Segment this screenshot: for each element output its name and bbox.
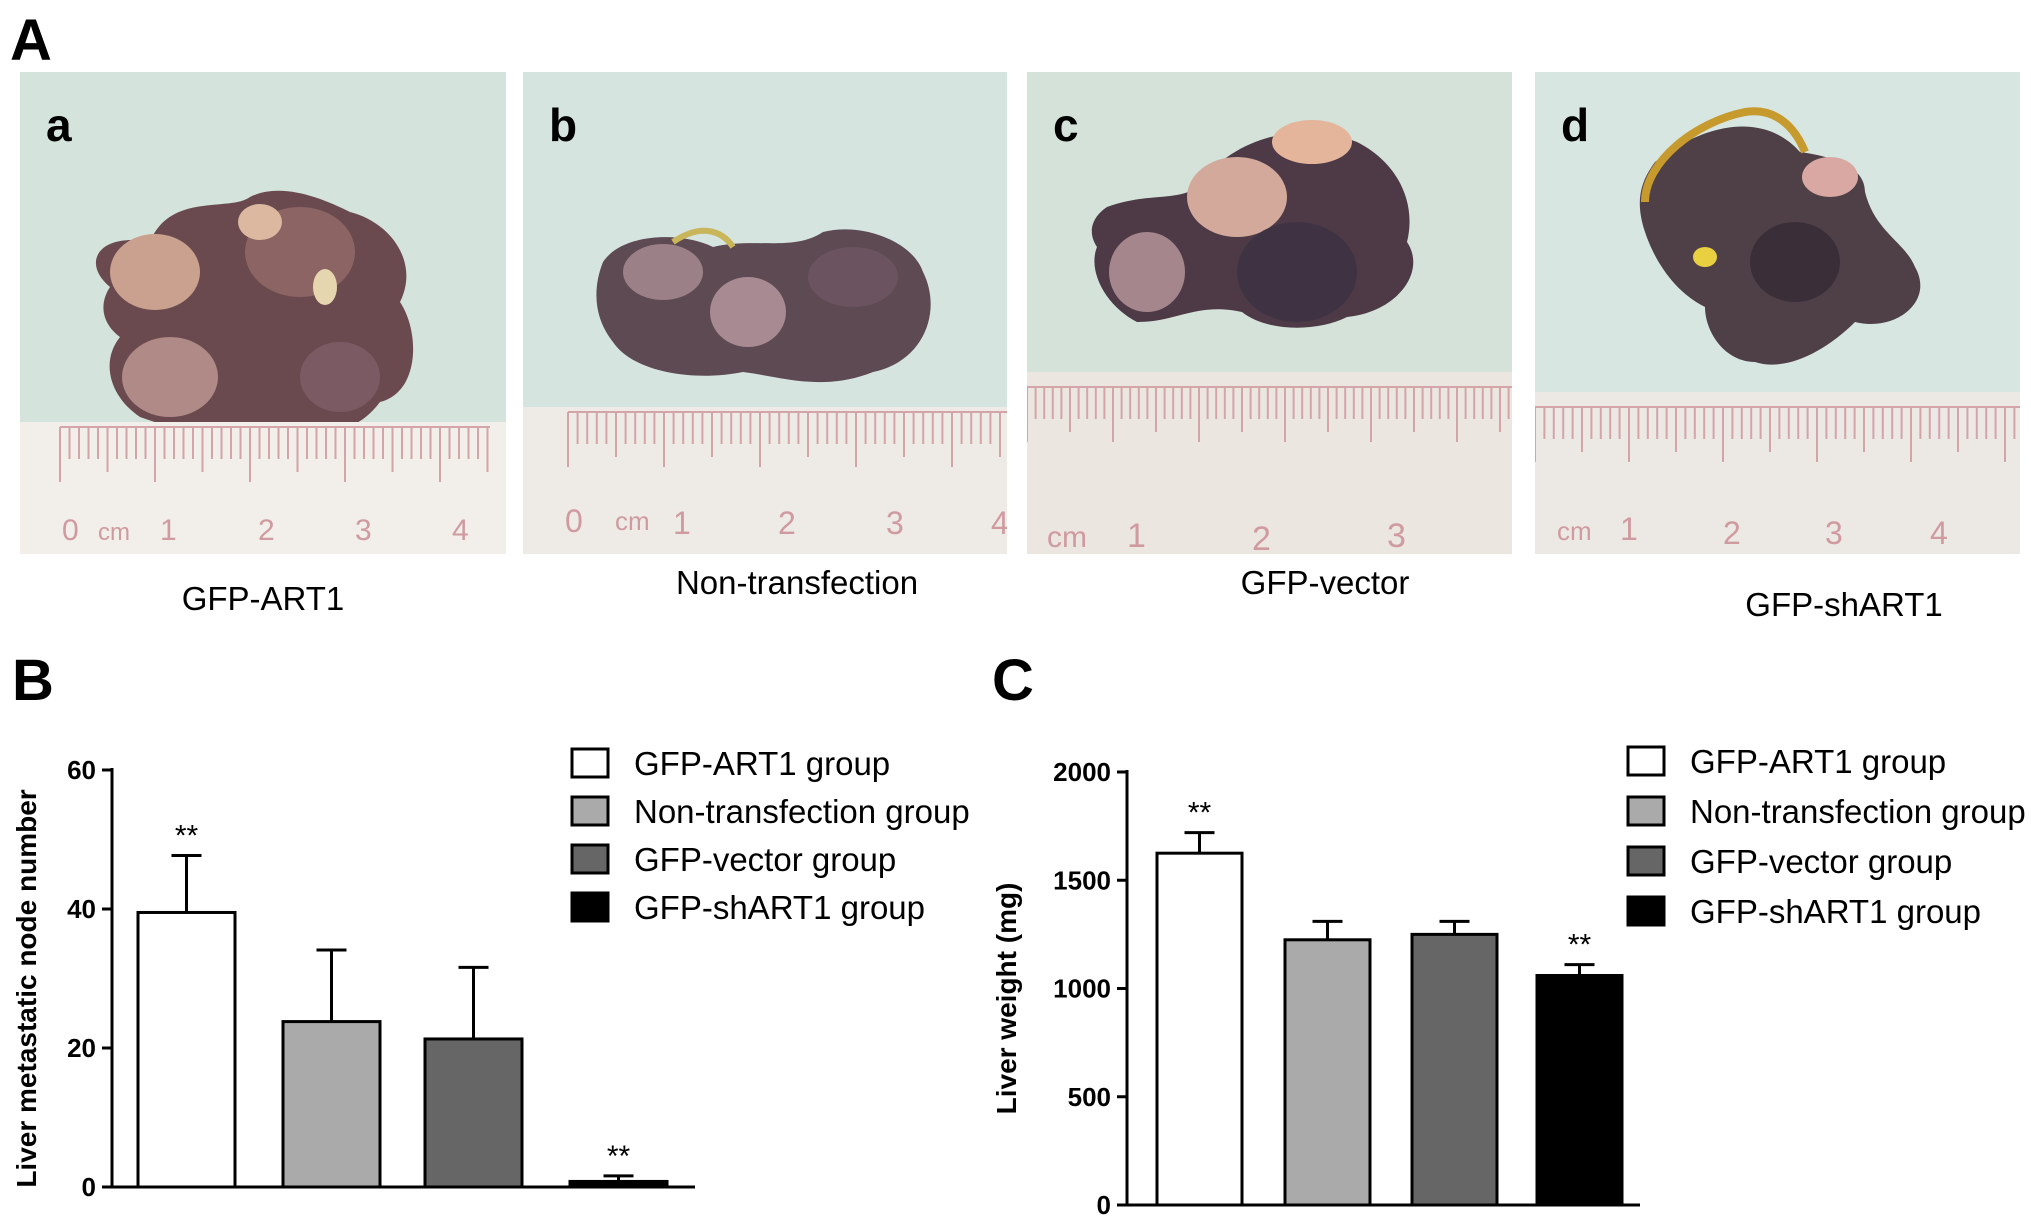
ruler-number: 2: [1723, 515, 1741, 551]
ruler-number: 3: [355, 514, 372, 547]
legend-swatch: [1626, 895, 1666, 927]
ruler-ticks: [1027, 386, 1512, 442]
ruler-number: 1: [1620, 511, 1638, 547]
liver-photo-b: 0 cm 1 2 3 4 b: [523, 72, 1007, 554]
ruler-number: 3: [1387, 517, 1406, 554]
ruler-number: 0: [565, 503, 583, 539]
y-tick-label: 500: [1068, 1082, 1111, 1112]
bar-1: [1155, 851, 1244, 1207]
legend-swatch: [570, 891, 610, 923]
photo-caption-d: GFP-shART1: [1745, 586, 1943, 623]
ruler-unit: cm: [1047, 521, 1087, 554]
legend-swatch: [1626, 745, 1666, 777]
panel-label-a: A: [10, 8, 52, 73]
ruler-number: 1: [1127, 517, 1146, 554]
ruler-unit: cm: [615, 506, 650, 536]
photo-caption-b: Non-transfection: [675, 564, 919, 601]
y-tick-label: 0: [82, 1172, 96, 1202]
bar-4: [568, 1179, 669, 1189]
liver-photo-d: cm 1 2 3 4 d: [1535, 72, 2020, 554]
legend-swatch: [1626, 845, 1666, 877]
significance-marker: **: [607, 1140, 631, 1173]
panel-label-c: C: [992, 648, 1034, 713]
legend-label: GFP-shART1 group: [634, 889, 925, 926]
ruler-unit: cm: [1557, 516, 1592, 546]
ruler-number: 0: [62, 514, 79, 547]
legend-label: Non-transfection group: [1690, 793, 2026, 830]
liver-photo-d-image: cm 1 2 3 4: [1535, 72, 2020, 554]
bar-3: [1410, 932, 1499, 1207]
legend-label: GFP-ART1 group: [1690, 743, 1946, 780]
significance-marker: **: [1188, 797, 1212, 830]
photo-letter-c: c: [1053, 99, 1079, 151]
bar-2: [1283, 938, 1372, 1207]
ruler-number: 2: [778, 505, 796, 541]
photo-letter-a: a: [46, 99, 72, 151]
bar-1: [136, 910, 237, 1189]
liver-photo-c: cm 1 2 3 c: [1027, 72, 1512, 554]
liver-photo-a-image: 0 cm 1 2 3 4: [20, 72, 506, 554]
photo-letter-d: d: [1561, 99, 1590, 151]
liver-weight-bar-chart: 0 500 1000 1500 2000 Liver weight (mg) ** ** GFP…: [991, 743, 2026, 1220]
liver-photo-a: 0 cm 1 2 3 4 a: [20, 72, 506, 554]
photo-caption-a: GFP-ART1: [181, 580, 345, 617]
ruler-number: 1: [160, 514, 177, 547]
ruler-number: 3: [1825, 515, 1843, 551]
bar-2: [281, 1020, 382, 1189]
ruler-number: 1: [673, 505, 691, 541]
y-tick-label: 60: [67, 755, 96, 785]
y-tick-label: 20: [67, 1033, 96, 1063]
y-tick-label: 0: [1097, 1190, 1111, 1220]
y-tick-label: 1500: [1053, 865, 1111, 895]
panel-label-b: B: [12, 648, 54, 713]
node-number-bar-chart: 0 20 40 60 Liver metastatic node number ** ** G…: [11, 745, 970, 1202]
photo-caption-c: GFP-vector: [1240, 564, 1410, 601]
ruler-unit: cm: [98, 519, 130, 546]
ruler-number: 4: [452, 514, 469, 547]
ruler-number: 4: [1930, 515, 1948, 551]
y-axis-label: Liver weight (mg): [991, 883, 1022, 1115]
legend-swatch: [570, 843, 610, 875]
ruler-number: 2: [258, 514, 275, 547]
legend-swatch: [1626, 795, 1666, 827]
liver-photo-b-image: 0 cm 1 2 3 4: [523, 72, 1007, 554]
liver-photo-c-image: cm 1 2 3: [1027, 72, 1512, 554]
bar-4: [1535, 974, 1624, 1207]
ruler-number: 2: [1252, 520, 1271, 554]
significance-marker: **: [175, 819, 199, 852]
y-tick-label: 1000: [1053, 974, 1111, 1004]
ruler-number: 4: [991, 505, 1007, 541]
y-tick-label: 2000: [1053, 757, 1111, 787]
photo-letter-b: b: [549, 99, 578, 151]
y-axis-label: Liver metastatic node number: [11, 789, 42, 1187]
legend-swatch: [570, 747, 610, 779]
legend-label: GFP-vector group: [1690, 843, 1952, 880]
legend-label: GFP-shART1 group: [1690, 893, 1981, 930]
legend-swatch: [570, 795, 610, 827]
bar-3: [423, 1037, 524, 1189]
legend-label: GFP-ART1 group: [634, 745, 890, 782]
y-tick-label: 40: [67, 894, 96, 924]
ruler-number: 3: [886, 505, 904, 541]
legend-label: GFP-vector group: [634, 841, 896, 878]
ruler-ticks: [567, 411, 1007, 467]
legend-label: Non-transfection group: [634, 793, 970, 830]
ruler-ticks: [59, 426, 490, 482]
ruler-ticks: [1535, 406, 2020, 462]
significance-marker: **: [1568, 929, 1592, 962]
